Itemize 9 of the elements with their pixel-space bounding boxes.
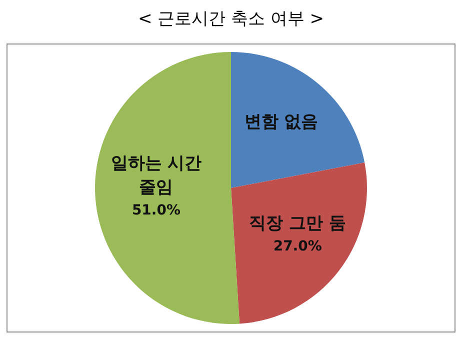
- data-label: 51.0%: [132, 202, 181, 218]
- slice-label: 일하는 시간 줄임: [110, 153, 202, 198]
- pie-slice: [231, 52, 365, 188]
- slice-label: 변함 없음: [244, 112, 318, 132]
- slice-label: 직장 그만 둠: [249, 214, 346, 234]
- chart-title: < 근로시간 축소 여부 >: [138, 9, 324, 29]
- pie-slice: [231, 162, 367, 324]
- data-label: 27.0%: [273, 238, 322, 255]
- pie-slice: [95, 52, 240, 324]
